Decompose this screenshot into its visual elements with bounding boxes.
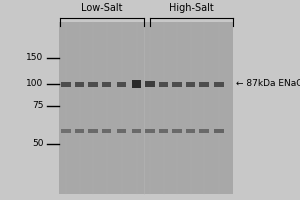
Bar [88,82,98,86]
Bar [214,129,224,133]
Text: ← 87kDa ENaC β: ← 87kDa ENaC β [236,79,300,88]
Bar [101,129,112,133]
Bar [172,82,182,86]
Bar [88,129,98,133]
Text: Low-Salt: Low-Salt [81,3,123,13]
Bar [199,129,209,133]
Bar [185,82,196,86]
Text: 50: 50 [32,140,44,148]
Bar [145,129,155,133]
Text: 75: 75 [32,102,44,110]
Bar [132,80,142,88]
Bar [116,82,127,86]
Bar [61,129,71,133]
Bar [214,82,224,86]
Text: High-Salt: High-Salt [169,3,214,13]
Bar [159,129,169,133]
Bar [61,82,71,86]
Bar [199,82,209,86]
Bar [74,82,85,86]
Bar [58,22,233,194]
Bar [172,129,182,133]
Bar [116,129,127,133]
Bar [74,129,85,133]
Text: 100: 100 [26,79,44,88]
Bar [101,82,112,86]
Bar [132,129,142,133]
Text: 150: 150 [26,53,44,62]
Bar [145,81,155,87]
Bar [159,82,169,86]
Bar [185,129,196,133]
